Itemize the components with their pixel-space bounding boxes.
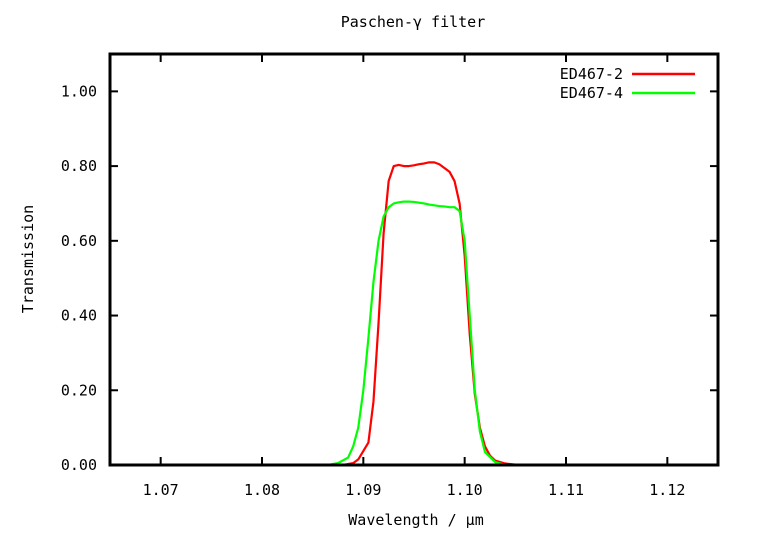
x-tick-label: 1.11 xyxy=(548,481,584,499)
y-tick-label: 0.60 xyxy=(61,232,97,250)
series-line-ed467-4 xyxy=(108,200,720,467)
chart-title: Paschen-γ filter xyxy=(341,13,486,31)
y-tick-label: 0.20 xyxy=(61,381,97,399)
series-line-ed467-2 xyxy=(108,161,720,467)
plot-frame xyxy=(108,52,720,467)
x-axis-label: Wavelength / µm xyxy=(348,511,483,529)
y-tick-label: 0.00 xyxy=(61,456,97,474)
legend-label-ed467-4: ED467-4 xyxy=(560,84,623,102)
y-axis-label: Transmission xyxy=(19,205,37,313)
x-tick-label: 1.12 xyxy=(649,481,685,499)
y-tick-label: 0.80 xyxy=(61,157,97,175)
x-tick-label: 1.08 xyxy=(244,481,280,499)
y-tick-label: 0.40 xyxy=(61,307,97,325)
x-tick-label: 1.10 xyxy=(447,481,483,499)
series-layer xyxy=(108,161,720,467)
y-tick-label: 1.00 xyxy=(61,82,97,100)
x-tick-label: 1.07 xyxy=(143,481,179,499)
legend-label-ed467-2: ED467-2 xyxy=(560,65,623,83)
axis-ticks: 1.07 1.08 1.09 1.10 1.11 1.12 0.00 0.20 0.40 0.60… xyxy=(61,54,718,499)
x-tick-label: 1.09 xyxy=(345,481,381,499)
